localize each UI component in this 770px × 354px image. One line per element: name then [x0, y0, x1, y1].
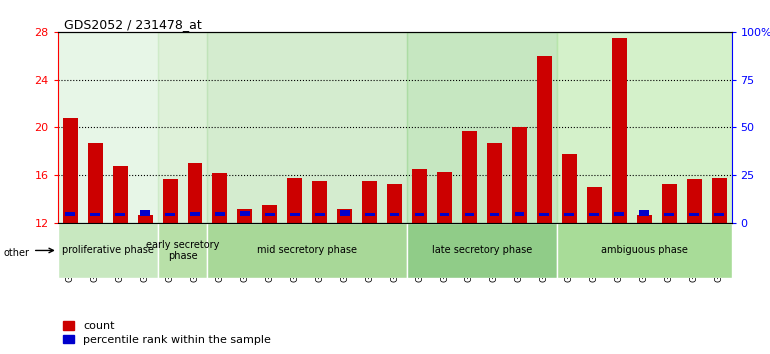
Bar: [207, 32, 407, 223]
Text: mid secretory phase: mid secretory phase: [257, 245, 357, 256]
Bar: [407, 32, 557, 223]
Legend: count, percentile rank within the sample: count, percentile rank within the sample: [63, 321, 271, 345]
Bar: [587, 187, 601, 223]
Bar: [637, 215, 651, 223]
Text: proliferative phase: proliferative phase: [62, 245, 153, 256]
Bar: [611, 38, 627, 223]
Bar: [687, 179, 701, 223]
Bar: [557, 32, 732, 223]
Bar: [290, 213, 300, 216]
Bar: [437, 172, 452, 223]
Bar: [158, 223, 207, 278]
Bar: [639, 210, 649, 216]
Bar: [390, 213, 400, 216]
Bar: [540, 213, 549, 216]
Bar: [62, 118, 78, 223]
Bar: [537, 56, 552, 223]
Bar: [564, 213, 574, 216]
Bar: [415, 213, 424, 216]
Bar: [88, 143, 102, 223]
Text: other: other: [4, 248, 30, 258]
Bar: [407, 223, 557, 278]
Bar: [387, 184, 402, 223]
Bar: [116, 213, 125, 216]
Bar: [65, 212, 75, 216]
Bar: [362, 181, 377, 223]
Bar: [188, 163, 203, 223]
Bar: [464, 213, 474, 216]
Bar: [557, 223, 732, 278]
Bar: [213, 173, 227, 223]
Bar: [514, 212, 524, 216]
Bar: [487, 143, 502, 223]
Bar: [90, 213, 100, 216]
Bar: [315, 213, 325, 216]
Bar: [263, 205, 277, 223]
Bar: [207, 223, 407, 278]
Bar: [138, 215, 152, 223]
Bar: [265, 213, 275, 216]
Bar: [614, 212, 624, 216]
Bar: [661, 184, 677, 223]
Bar: [158, 32, 207, 223]
Bar: [512, 127, 527, 223]
Bar: [665, 213, 674, 216]
Bar: [711, 178, 727, 223]
Bar: [340, 210, 350, 216]
Bar: [166, 213, 175, 216]
Bar: [240, 211, 249, 216]
Bar: [490, 213, 499, 216]
Bar: [237, 209, 253, 223]
Text: late secretory phase: late secretory phase: [432, 245, 532, 256]
Bar: [58, 32, 158, 223]
Bar: [337, 209, 352, 223]
Bar: [140, 210, 150, 216]
Bar: [313, 181, 327, 223]
Bar: [589, 213, 599, 216]
Bar: [190, 212, 200, 216]
Bar: [412, 169, 427, 223]
Text: early secretory
phase: early secretory phase: [146, 240, 219, 261]
Bar: [287, 178, 303, 223]
Bar: [162, 179, 178, 223]
Bar: [215, 212, 225, 216]
Text: GDS2052 / 231478_at: GDS2052 / 231478_at: [65, 18, 203, 31]
Bar: [562, 154, 577, 223]
Bar: [112, 166, 128, 223]
Bar: [714, 213, 724, 216]
Bar: [440, 213, 450, 216]
Bar: [58, 223, 158, 278]
Bar: [365, 213, 374, 216]
Bar: [462, 131, 477, 223]
Bar: [689, 213, 699, 216]
Text: ambiguous phase: ambiguous phase: [601, 245, 688, 256]
